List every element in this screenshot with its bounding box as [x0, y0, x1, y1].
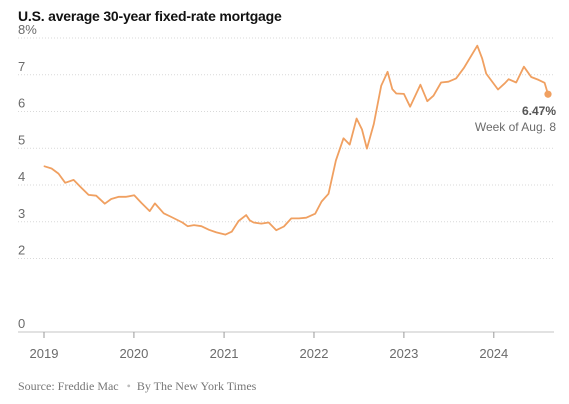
y-tick-label: 3 [18, 206, 25, 221]
y-tick-label: 2 [18, 243, 25, 258]
y-axis: 0 2 3 4 5 6 7 8% [18, 22, 37, 331]
y-tick-label: 5 [18, 132, 25, 147]
y-tick-label: 0 [18, 316, 25, 331]
grid [18, 37, 554, 333]
footer: Source: Freddie Mac • By The New York Time… [18, 379, 256, 394]
x-tick-label: 2020 [119, 346, 148, 361]
x-tick-label: 2022 [300, 346, 329, 361]
separator-dot: • [126, 379, 131, 393]
x-tick-label: 2021 [210, 346, 239, 361]
credit-note: By The New York Times [136, 379, 257, 393]
source-note: Source: Freddie Mac [18, 379, 119, 393]
rate-line [43, 44, 549, 236]
last-value-note: Week of Aug. 8 [475, 120, 556, 134]
last-value-label: 6.47% [522, 104, 556, 118]
y-tick-label: 7 [18, 59, 25, 74]
annotation: 6.47% Week of Aug. 8 [475, 90, 556, 134]
chart-title: U.S. average 30-year fixed-rate mortgage [18, 8, 282, 24]
x-axis: 2019 2020 2021 2022 2023 2024 [30, 332, 508, 361]
x-tick-label: 2023 [389, 346, 418, 361]
y-tick-label: 4 [18, 169, 25, 184]
y-tick-label: 6 [18, 96, 25, 111]
last-point-marker [544, 90, 552, 98]
x-tick-label: 2024 [479, 346, 508, 361]
y-tick-label: 8% [18, 22, 37, 37]
x-tick-label: 2019 [30, 346, 59, 361]
